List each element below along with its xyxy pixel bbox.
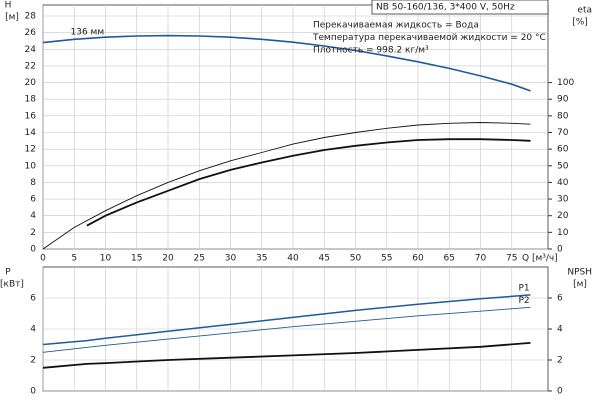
annotation: Плотность = 998.2 кг/м³ — [313, 46, 429, 56]
curve — [42, 342, 531, 369]
x-tick-label: 35 — [256, 254, 267, 264]
y-tick-label: 0 — [30, 387, 36, 397]
y-tick-label: 12 — [25, 145, 36, 155]
y-axis-unit: [м] — [5, 13, 19, 23]
y-tick-label: 0 — [30, 245, 36, 255]
y-tick-label: 28 — [25, 12, 37, 22]
x-label-bg — [520, 252, 550, 264]
curve-label: 136 мм — [71, 28, 105, 38]
y2-tick-label: 80 — [557, 111, 569, 121]
y2-tick-label: 0 — [557, 387, 563, 397]
curve — [42, 306, 531, 353]
x-tick-label: 40 — [287, 254, 299, 264]
y2-tick-label: 50 — [557, 161, 569, 171]
x-tick-label: 0 — [40, 254, 46, 264]
x-tick-label: 5 — [71, 254, 77, 264]
x-tick-label: 70 — [475, 254, 487, 264]
y2-tick-label: 30 — [557, 195, 569, 205]
y2-tick-label: 90 — [557, 95, 569, 105]
x-tick-label: 45 — [319, 254, 330, 264]
y2-tick-label: 40 — [557, 178, 569, 188]
y-tick-label: 2 — [30, 356, 36, 366]
y2-tick-label: 2 — [557, 356, 563, 366]
y2-tick-label: 4 — [557, 325, 563, 335]
x-tick-label: 75 — [506, 254, 517, 264]
y2-axis-unit: [%] — [572, 18, 588, 28]
y-tick-label: 4 — [30, 211, 36, 221]
title-box — [371, 0, 549, 15]
y2-axis-unit: [м] — [573, 280, 587, 290]
y-tick-label: 24 — [25, 45, 37, 55]
curve — [42, 294, 531, 346]
chart-title: NB 50-160/136, 3*400 V, 50Hz — [376, 3, 515, 13]
y2-tick-label: 20 — [557, 211, 569, 221]
y-tick-label: 16 — [25, 111, 37, 121]
y-tick-label: 22 — [25, 61, 36, 71]
curve — [86, 138, 531, 227]
x-tick-label: 25 — [194, 254, 205, 264]
x-tick-label: 15 — [131, 254, 142, 264]
y-tick-label: 18 — [25, 95, 37, 105]
y-tick-label: 6 — [30, 294, 36, 304]
y-tick-label: 6 — [30, 195, 36, 205]
annotation: Температура перекачиваемой жидкости = 20… — [312, 33, 546, 43]
annotation: Перекачиваемая жидкость = Вода — [313, 21, 479, 31]
y-tick-label: 26 — [25, 28, 37, 38]
series-label: P2 — [519, 296, 530, 306]
y-axis-unit: [кВт] — [0, 280, 24, 290]
x-tick-label: 55 — [381, 254, 392, 264]
y2-tick-label: 70 — [557, 128, 569, 138]
y-tick-label: 10 — [25, 161, 37, 171]
x-tick-label: 30 — [225, 254, 237, 264]
x-tick-label: 20 — [162, 254, 174, 264]
y-tick-label: 8 — [30, 178, 36, 188]
x-tick-label: 65 — [444, 254, 455, 264]
series-label: P1 — [519, 283, 530, 293]
y2-axis-label: eta — [577, 6, 592, 16]
y-tick-label: 2 — [30, 228, 36, 238]
y-tick-label: 14 — [25, 128, 37, 138]
y2-tick-label: 6 — [557, 294, 563, 304]
y2-axis-label: NPSH — [567, 268, 592, 278]
y-tick-label: 4 — [30, 325, 36, 335]
x-tick-label: 60 — [412, 254, 424, 264]
y-tick-label: 20 — [25, 78, 37, 88]
x-tick-label: 10 — [100, 254, 112, 264]
x-tick-label: 50 — [350, 254, 362, 264]
y-axis-label: P — [5, 268, 11, 278]
curve — [42, 34, 531, 92]
y2-tick-label: 100 — [557, 78, 574, 88]
curve — [42, 122, 531, 250]
x-axis-label: Q [м³/ч] — [522, 254, 558, 264]
y2-tick-label: 0 — [557, 245, 563, 255]
y2-tick-label: 60 — [557, 145, 569, 155]
y2-tick-label: 10 — [557, 228, 569, 238]
y-axis-label: H — [5, 1, 12, 11]
